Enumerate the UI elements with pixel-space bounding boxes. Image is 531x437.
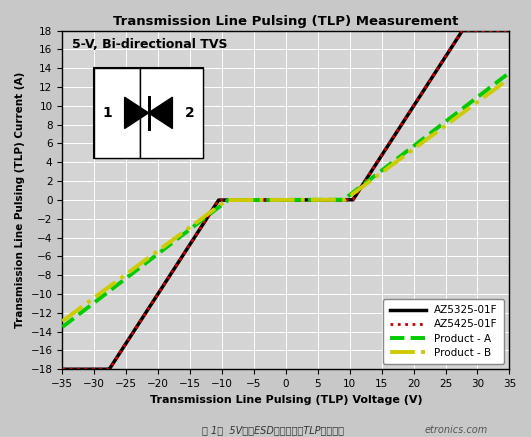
AZ5425-01F	[449, 43, 456, 49]
AZ5325-01F	[136, 319, 143, 325]
Y-axis label: Transmission Line Pulsing (TLP) Current (A): Transmission Line Pulsing (TLP) Current …	[15, 72, 25, 328]
Line: AZ5425-01F: AZ5425-01F	[62, 31, 509, 369]
Product - B	[59, 319, 65, 324]
FancyBboxPatch shape	[94, 68, 140, 158]
Product - A	[250, 198, 256, 203]
AZ5425-01F	[459, 28, 466, 33]
Polygon shape	[149, 97, 173, 128]
Line: AZ5325-01F: AZ5325-01F	[62, 31, 509, 369]
FancyBboxPatch shape	[140, 68, 203, 158]
FancyBboxPatch shape	[94, 68, 203, 158]
Text: 5-V, Bi-directional TVS: 5-V, Bi-directional TVS	[72, 38, 227, 51]
AZ5425-01F	[506, 28, 512, 33]
Product - A	[230, 198, 237, 203]
Polygon shape	[125, 97, 149, 128]
AZ5325-01F	[459, 28, 466, 33]
Product - B	[506, 76, 512, 81]
AZ5425-01F	[110, 361, 116, 366]
Legend: AZ5325-01F, AZ5425-01F, Product - A, Product - B: AZ5325-01F, AZ5425-01F, Product - A, Pro…	[383, 299, 504, 364]
AZ5325-01F	[449, 43, 456, 49]
AZ5325-01F	[506, 28, 512, 33]
Product - B	[449, 118, 456, 123]
AZ5425-01F	[136, 319, 143, 325]
Text: 1: 1	[102, 106, 112, 120]
AZ5425-01F	[250, 198, 256, 203]
Product - A	[498, 77, 504, 82]
AZ5425-01F	[498, 28, 504, 33]
Product - B	[250, 198, 256, 203]
Line: Product - A: Product - A	[62, 73, 509, 327]
Product - A	[110, 285, 116, 291]
Product - A	[136, 265, 143, 271]
Text: 2: 2	[185, 106, 195, 120]
AZ5325-01F	[250, 198, 256, 203]
Product - B	[498, 83, 504, 88]
Product - A	[59, 325, 65, 330]
Product - B	[136, 262, 143, 267]
Title: Transmission Line Pulsing (TLP) Measurement: Transmission Line Pulsing (TLP) Measurem…	[113, 15, 458, 28]
AZ5325-01F	[59, 367, 65, 372]
Line: Product - B: Product - B	[62, 79, 509, 321]
AZ5425-01F	[230, 198, 237, 203]
X-axis label: Transmission Line Pulsing (TLP) Voltage (V): Transmission Line Pulsing (TLP) Voltage …	[150, 395, 422, 405]
AZ5325-01F	[110, 361, 116, 366]
AZ5425-01F	[59, 367, 65, 372]
Product - B	[230, 198, 237, 203]
Product - A	[449, 114, 456, 119]
AZ5325-01F	[230, 198, 237, 203]
Product - A	[506, 70, 512, 75]
Text: etronics.com: etronics.com	[425, 425, 488, 435]
AZ5325-01F	[498, 28, 504, 33]
Product - B	[110, 281, 116, 286]
Text: 图 1：  5V双向ESD保护组件的TLP测试曲线: 图 1： 5V双向ESD保护组件的TLP测试曲线	[202, 425, 344, 435]
